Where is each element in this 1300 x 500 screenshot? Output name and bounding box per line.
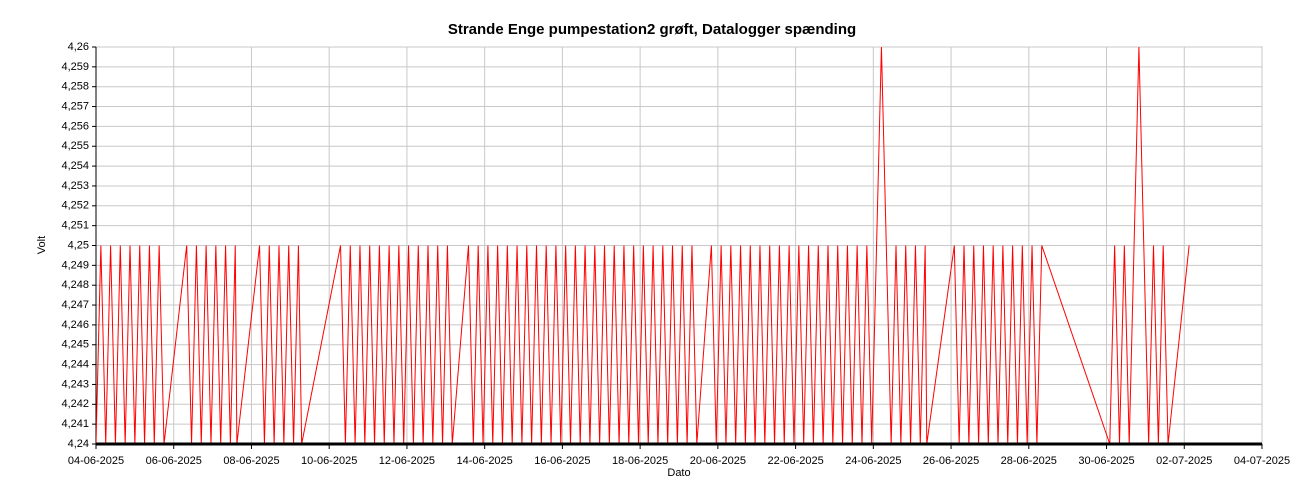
x-axis-label: Dato: [667, 467, 690, 479]
y-tick-label: 4,257: [61, 100, 89, 112]
y-tick-label: 4,252: [61, 200, 89, 212]
y-tick-label: 4,249: [61, 259, 89, 271]
x-tick-label: 24-06-2025: [845, 455, 901, 467]
y-tick-label: 4,247: [61, 299, 89, 311]
y-tick-label: 4,259: [61, 61, 89, 73]
x-tick-label: 08-06-2025: [223, 455, 279, 467]
y-tick-label: 4,241: [61, 418, 89, 430]
x-tick-label: 16-06-2025: [534, 455, 590, 467]
y-tick-label: 4,258: [61, 81, 89, 93]
x-tick-label: 30-06-2025: [1078, 455, 1134, 467]
y-tick-label: 4,255: [61, 140, 89, 152]
y-tick-label: 4,26: [68, 41, 89, 53]
data-line: [96, 46, 1190, 445]
x-tick-label: 22-06-2025: [767, 455, 823, 467]
y-tick-label: 4,245: [61, 339, 89, 351]
x-tick-label: 06-06-2025: [146, 455, 202, 467]
y-tick-label: 4,244: [61, 359, 89, 371]
x-tick-label: 10-06-2025: [301, 455, 357, 467]
x-tick-label: 12-06-2025: [379, 455, 435, 467]
x-tick-label: 28-06-2025: [1001, 455, 1057, 467]
y-axis-label: Volt: [36, 236, 48, 254]
y-tick-label: 4,251: [61, 220, 89, 232]
y-tick-label: 4,253: [61, 180, 89, 192]
x-tick-label: 18-06-2025: [612, 455, 668, 467]
y-tick-label: 4,242: [61, 398, 89, 410]
y-tick-label: 4,25: [68, 239, 89, 251]
x-tick-label: 14-06-2025: [457, 455, 513, 467]
x-tick-label: 02-07-2025: [1156, 455, 1212, 467]
y-tick-label: 4,254: [61, 160, 89, 172]
x-tick-label: 04-06-2025: [68, 455, 124, 467]
chart-title: Strande Enge pumpestation2 grøft, Datalo…: [448, 21, 856, 38]
x-tick-label: 04-07-2025: [1234, 455, 1290, 467]
y-tick-label: 4,248: [61, 279, 89, 291]
y-tick-label: 4,243: [61, 378, 89, 390]
x-tick-label: 26-06-2025: [923, 455, 979, 467]
y-tick-label: 4,246: [61, 319, 89, 331]
y-tick-label: 4,256: [61, 120, 89, 132]
y-tick-label: 4,24: [68, 438, 89, 450]
x-tick-label: 20-06-2025: [690, 455, 746, 467]
